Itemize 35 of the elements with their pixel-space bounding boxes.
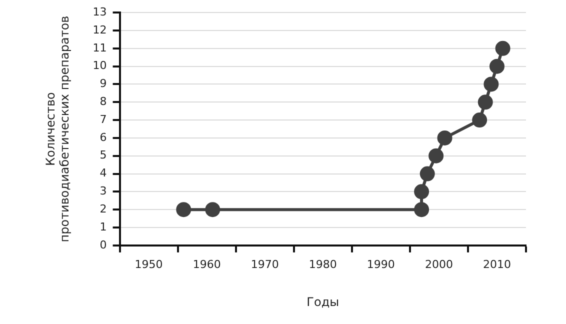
y-tick-label: 13 [92, 5, 107, 18]
y-tick-label: 4 [100, 166, 107, 180]
y-tick-label: 7 [100, 112, 107, 126]
y-tick-label: 11 [92, 41, 107, 54]
x-tick-label: 1980 [308, 258, 337, 271]
y-tick-label: 3 [100, 184, 107, 198]
x-tick-label: 1960 [192, 258, 221, 271]
y-tick-label: 9 [100, 77, 107, 90]
x-tick-label: 2010 [482, 258, 511, 271]
point [437, 130, 452, 146]
y-tick-label: 2 [100, 202, 107, 216]
point [420, 166, 435, 182]
y-tick-label: 12 [92, 23, 107, 36]
point [428, 148, 444, 164]
point [484, 76, 499, 92]
x-tick-label: 2000 [424, 258, 453, 271]
point [472, 112, 488, 128]
x-tick-label: 1970 [250, 258, 279, 271]
y-tick-label: 6 [100, 130, 107, 144]
y-tick-label: 10 [92, 59, 107, 72]
point [478, 94, 493, 110]
y-tick-label: 1 [100, 220, 107, 234]
point [205, 202, 220, 218]
y-tick-label: 8 [100, 95, 107, 108]
x-tick-label: 1990 [366, 258, 395, 271]
point [495, 40, 510, 56]
point [414, 184, 430, 200]
x-tick-label: 1950 [134, 258, 163, 271]
point [414, 202, 430, 218]
y-tick-label: 0 [100, 238, 107, 252]
x-axis-title: Годы [306, 294, 340, 309]
y-axis-title: Количество противодиабетических препаратов [43, 16, 72, 242]
point [176, 202, 192, 218]
point [489, 58, 504, 74]
y-tick-label: 5 [100, 148, 107, 162]
